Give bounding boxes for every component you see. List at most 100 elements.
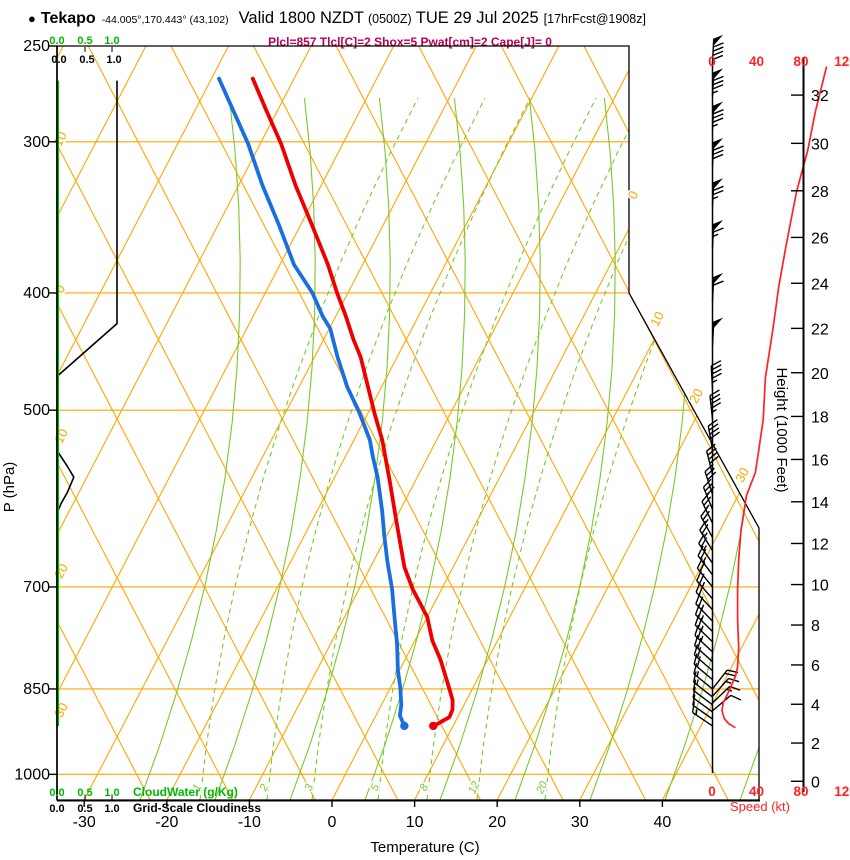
wind-barb: [692, 686, 713, 713]
valid-time-utc: (0500Z): [367, 12, 412, 26]
dry-adiabat-line: [57, 46, 316, 800]
wind-barb: [696, 558, 714, 588]
wind-barb: [692, 694, 713, 720]
isotherm-line: [57, 46, 229, 800]
cloud-scale-tick-label: 1.0: [104, 803, 119, 815]
cloud-scale-tick-label: 0.0: [49, 35, 64, 47]
wind-barb: [711, 219, 724, 248]
height-tick-label: 2: [811, 736, 820, 753]
height-tick-label: 30: [811, 136, 829, 153]
height-tick-label: 32: [811, 88, 829, 105]
speed-tick-label: 0: [708, 784, 716, 799]
cloud-scale-tick-label: 0.5: [77, 35, 92, 47]
height-tick-label: 12: [811, 536, 829, 553]
mixing-ratio-label: 2: [257, 782, 271, 794]
dry-adiabat-line: [832, 46, 850, 800]
pressure-tick-label: 500: [23, 402, 50, 419]
height-tick-label: 4: [811, 697, 820, 714]
pressure-tick-label: 300: [23, 134, 50, 151]
height-axis-title: Height (1000 Feet): [773, 367, 790, 492]
cloud-scale-tick-label: 0.0: [49, 787, 64, 799]
dry-adiabat-line: [57, 46, 234, 800]
wind-barb: [693, 644, 713, 672]
height-tick-label: 14: [811, 495, 829, 512]
wind-barb: [711, 178, 724, 207]
wind-barb: [711, 101, 724, 130]
wind-barb: [692, 671, 713, 698]
dry-adiabat-line: [87, 46, 481, 800]
wind-speed-profile: [721, 66, 828, 729]
mixing-ratio-line: [266, 97, 486, 800]
pressure-axis: 250 300 400 500 700 850 1000 P (hPa): [1, 38, 58, 800]
wind-barb: [707, 419, 720, 450]
cloud-scale-tick-label: 1.0: [106, 54, 121, 66]
temperature-tick-label: -30: [73, 814, 96, 831]
dry-adiabat-line: [748, 46, 759, 800]
mixing-ratio-line: [311, 97, 531, 800]
wind-barb: [697, 545, 714, 576]
wind-barb: [698, 533, 714, 564]
dry-adiabat-line: [57, 46, 399, 800]
forecast-hour: [17hrFcst@1908z]: [543, 12, 646, 26]
cloud-scales: 0.0 0.5 1.0 0.0 0.5 1.0 0.0 0.5 1.0 CloudWater (g…: [49, 35, 261, 815]
wind-barb: [691, 701, 713, 727]
cloudiness-scale-title: Grid-Scale Cloudiness: [133, 801, 261, 815]
temperature-axis-title: Temperature (C): [370, 839, 479, 856]
height-tick-label: 16: [811, 452, 829, 469]
isotherm-label: -20: [49, 561, 71, 585]
pressure-tick-label: 250: [23, 38, 50, 55]
height-tick-label: 6: [811, 658, 820, 675]
moist-adiabat-line: [139, 97, 241, 800]
wind-barb: [699, 520, 714, 551]
cloud-scale-tick-label: 0.5: [77, 787, 92, 799]
wind-barb: [711, 317, 724, 346]
wind-barb: [711, 68, 724, 97]
isotherm-line: [83, 46, 477, 800]
temperature-curve: [250, 76, 455, 728]
wind-barb: [711, 677, 740, 697]
isotherm-label: 10: [647, 309, 667, 329]
pressure-axis-title: P (hPa): [1, 462, 18, 513]
temperature-tick-label: 0: [328, 814, 337, 831]
height-tick-label: 20: [811, 366, 829, 383]
height-tick-label: 10: [811, 578, 829, 595]
isotherm-line: [496, 46, 759, 800]
temperature-curve-surface-dot: [429, 721, 438, 731]
pressure-tick-label: 1000: [14, 766, 50, 783]
speed-axis-title: Speed (kt): [730, 799, 790, 814]
cloud-scale-tick-label: 1.0: [104, 787, 119, 799]
mixing-ratio-line: [476, 97, 696, 800]
speed-tick-label: 40: [749, 54, 764, 69]
mixing-ratio-label: 3: [303, 782, 317, 793]
station-name: Tekapo: [40, 10, 96, 27]
moist-adiabat-line: [289, 97, 391, 800]
wind-barb: [711, 138, 724, 166]
dry-adiabat-line: [418, 46, 759, 800]
moist-adiabat-line: [514, 97, 616, 800]
temperature-tick-label: 40: [654, 814, 672, 831]
isotherm-line: [331, 46, 725, 800]
height-tick-label: 0: [811, 774, 820, 791]
isotherm-label: 30: [732, 465, 752, 485]
moist-adiabat-line: [589, 97, 691, 800]
cloud-scale-tick-label: 0.5: [77, 803, 92, 815]
height-tick-label: 18: [811, 409, 829, 426]
cloudiness-profile: [56, 80, 118, 726]
cloud-scale-tick-label: 1.0: [104, 35, 119, 47]
grid-lines: [57, 46, 850, 800]
isotherm-line: [57, 46, 312, 800]
mixing-ratio-line: [199, 97, 419, 800]
temperature-tick-label: 10: [406, 814, 424, 831]
height-tick-label: 22: [811, 321, 829, 338]
speed-tick-label: 120: [834, 784, 850, 799]
wind-barb: [711, 34, 724, 63]
speed-tick-label: 120: [834, 54, 850, 69]
wind-barbs: [691, 34, 742, 773]
mixing-ratio-label: 12: [466, 780, 482, 796]
speed-tick-label: 40: [749, 784, 764, 799]
isotherm-line: [579, 46, 759, 800]
isotherm-line: [57, 46, 395, 800]
